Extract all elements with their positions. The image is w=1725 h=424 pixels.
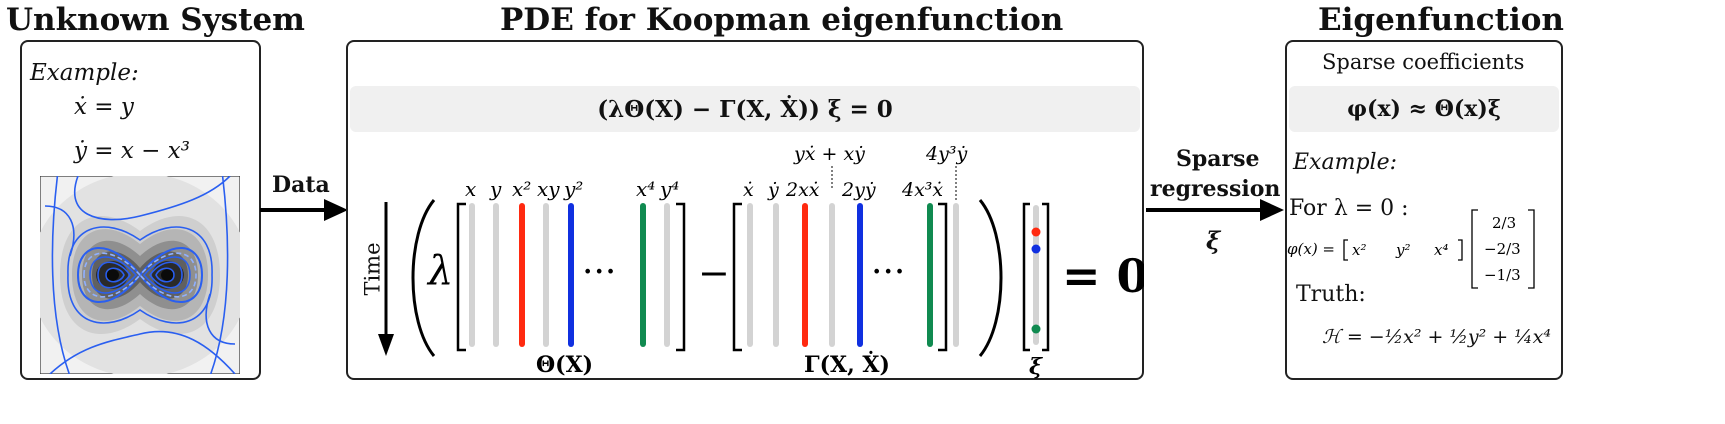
big-left-paren (411, 199, 436, 357)
sparse-arrow-icon (1146, 199, 1284, 221)
example-label-right: Example: (1293, 150, 1397, 175)
sparse-xi-label: ξ (1206, 226, 1221, 255)
gamma-label: Γ(X, Ẋ) (804, 350, 890, 378)
xi-dot-red (1031, 227, 1041, 237)
data-label: Data (272, 172, 330, 198)
theta-dots: ··· (582, 252, 616, 293)
truth-equation: ℋ = −½x² + ½y² + ¼x⁴ (1322, 326, 1551, 348)
theta-label: Θ(X) (536, 352, 593, 378)
row-term-x2: x² (1352, 241, 1366, 259)
xi-dot-green (1031, 324, 1041, 334)
theta-header-y2: y² (563, 177, 583, 201)
pde-equation: (λΘ(X) − Γ(X, Ẋ)) ξ = 0 (597, 95, 893, 123)
big-right-paren (978, 199, 1003, 357)
time-arrow-icon (378, 202, 394, 356)
gamma-right-bracket (938, 202, 948, 352)
approx-equation: φ(x) ≈ Θ(x)ξ (1347, 96, 1501, 122)
gamma-left-bracket (732, 202, 742, 352)
sparse-label-1: Sparse (1176, 146, 1260, 172)
sparse-label-2: regression (1150, 176, 1281, 202)
coeff-2: −2/3 (1484, 240, 1521, 258)
gamma-annot-4y3ydot: 4y³ẏ (925, 143, 967, 165)
theta-header-x4: x⁴ (636, 177, 655, 201)
row-left-bracket (1343, 239, 1348, 261)
gamma-header-xdot: ẋ (743, 179, 754, 201)
row-term-x4: x⁴ (1434, 241, 1448, 259)
title-pde: PDE for Koopman eigenfunction (500, 2, 1064, 38)
truth-label: Truth: (1296, 282, 1366, 307)
example-label-left: Example: (30, 60, 139, 86)
gamma-annot-yxdot: yẋ + xẏ (793, 143, 865, 165)
col-right-bracket (1528, 209, 1535, 289)
xi-left-bracket (1022, 202, 1030, 352)
theta-header-y4: y⁴ (659, 177, 679, 201)
col-left-bracket (1471, 209, 1478, 289)
for-lambda-label: For λ = 0 : (1289, 196, 1409, 221)
title-unknown-system: Unknown System (6, 2, 305, 38)
phase-portrait (40, 176, 240, 374)
theta-header-y: y (489, 177, 502, 201)
sparse-coefficients-label: Sparse coefficients (1322, 50, 1525, 74)
lambda-symbol: λ (426, 248, 453, 294)
matrix-diagram: λ ··· x y x² xy y² x⁴ y⁴ Θ(X) − ··· (411, 143, 1144, 380)
gamma-header-2yydot: 2yẏ (841, 179, 876, 201)
gamma-dots: ··· (871, 252, 905, 293)
theta-header-x: x (465, 177, 476, 201)
xi-label: ξ (1029, 354, 1043, 380)
coeff-3: −1/3 (1484, 266, 1521, 284)
equals-zero: = 0 (1062, 249, 1144, 303)
gamma-header-2xxdot: 2xẋ (785, 179, 820, 201)
gamma-header-4x3xdot: 4x³ẋ (901, 179, 943, 201)
data-arrow-icon (260, 199, 348, 221)
xi-right-bracket (1042, 202, 1050, 352)
approx-equation-band: φ(x) ≈ Θ(x)ξ (1289, 86, 1559, 132)
row-right-bracket (1458, 239, 1463, 261)
phi-lhs: φ(x) = (1287, 240, 1335, 258)
coeff-1: 2/3 (1492, 214, 1516, 232)
unknown-system-panel: Example: ẋ = y ẏ = x − x³ (20, 40, 261, 380)
minus-sign: − (698, 251, 730, 295)
theta-header-xy: xy (537, 177, 560, 201)
xi-dot-blue (1031, 244, 1041, 254)
ode-equation-1: ẋ = y (74, 94, 134, 120)
title-eigenfunction: Eigenfunction (1318, 2, 1564, 38)
theta-left-bracket (456, 202, 466, 352)
gamma-header-ydot: ẏ (767, 179, 779, 201)
phi-example-equation: φ(x) = x² y² x⁴ 2/3 −2/3 −1/3 (1287, 209, 1535, 289)
theta-right-bracket (676, 202, 686, 352)
ode-equation-2: ẏ = x − x³ (74, 138, 190, 164)
pde-equation-band: (λΘ(X) − Γ(X, Ẋ)) ξ = 0 (350, 86, 1140, 132)
row-term-y2: y² (1395, 241, 1411, 259)
theta-header-x2: x² (512, 177, 531, 201)
